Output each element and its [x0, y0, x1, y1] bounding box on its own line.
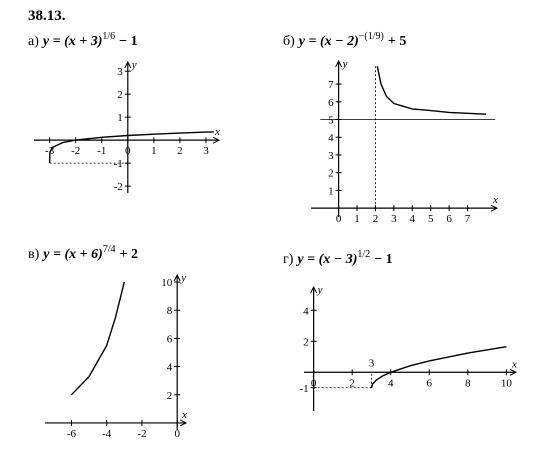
x-axis-label: x [181, 409, 187, 421]
title-tail: + 5 [388, 34, 406, 49]
curve [376, 66, 487, 115]
x-tick-label: -4 [102, 428, 112, 440]
y-arrow [335, 59, 343, 68]
title-exponent: −(1/9) [359, 31, 384, 42]
x-arrow [509, 368, 518, 376]
y-tick-label: 3 [117, 66, 123, 78]
chart-title: б) y = (x − 2)−(1/9) + 5 [283, 31, 406, 49]
x-tick-label: 6 [446, 213, 452, 225]
x-tick-label: -2 [137, 428, 146, 440]
title-label: в) [28, 247, 40, 262]
title-formula: y = (x + 3) [41, 34, 103, 49]
y-axis-label: y [342, 58, 348, 70]
y-tick-label: 7 [328, 79, 334, 91]
y-tick-label: 1 [117, 112, 123, 124]
x-tick-label: 6 [427, 377, 433, 389]
y-tick-label: 10 [161, 277, 173, 289]
y-tick-label: 4 [303, 305, 309, 317]
y-tick-label: 2 [117, 89, 123, 101]
chart-title: г) y = (x − 3)1/2 − 1 [283, 249, 393, 267]
x-tick-label: -6 [67, 428, 77, 440]
y-tick-label: -2 [114, 181, 123, 193]
chart-title: а) y = (x + 3)1/6 − 1 [28, 31, 138, 49]
problem-number: 38.13. [28, 8, 66, 24]
x-tick-label: 0 [336, 213, 342, 225]
y-axis-label: y [131, 59, 137, 71]
title-exponent: 1/2 [357, 249, 370, 260]
x-tick-label: 2 [373, 213, 379, 225]
chart-title: в) y = (x + 6)7/4 + 2 [28, 244, 138, 262]
curve [48, 131, 214, 164]
x-tick-label: 0 [311, 377, 317, 389]
y-tick-label: 4 [167, 362, 173, 374]
curve [370, 346, 507, 388]
x-tick-label: 5 [428, 213, 434, 225]
x-tick-label: 8 [465, 377, 471, 389]
title-formula: y = (x − 3) [295, 252, 357, 267]
x-tick-label: 2 [177, 145, 183, 157]
y-tick-label: 5 [328, 115, 334, 127]
y-tick-label: 1 [328, 185, 334, 197]
x-tick-label: 2 [349, 377, 355, 389]
x-tick-label: 3 [391, 213, 397, 225]
x-tick-label: 1 [354, 213, 360, 225]
x-tick-label: 0 [174, 428, 180, 440]
x-axis-label: x [492, 194, 498, 206]
annotation: 3 [369, 357, 375, 369]
title-exponent: 7/4 [103, 244, 116, 255]
y-tick-label: 3 [328, 150, 334, 162]
x-tick-label: -2 [71, 145, 80, 157]
y-tick-label: 4 [328, 132, 334, 144]
x-arrow [212, 136, 221, 144]
x-arrow [179, 419, 188, 427]
title-tail: − 1 [374, 252, 392, 267]
y-arrow [173, 273, 181, 282]
title-tail: + 2 [120, 247, 138, 262]
title-label: а) [28, 34, 39, 49]
x-axis-label: x [214, 126, 220, 138]
x-tick-label: 1 [151, 145, 157, 157]
x-tick-label: 4 [388, 377, 394, 389]
y-tick-label: 2 [303, 336, 309, 348]
y-tick-label: 2 [328, 168, 334, 180]
x-tick-label: -1 [97, 145, 106, 157]
title-formula: y = (x − 2) [297, 34, 359, 49]
curve [70, 281, 125, 396]
y-axis-label: y [317, 284, 323, 296]
y-tick-label: -1 [114, 158, 123, 170]
y-arrow [124, 60, 132, 69]
title-tail: − 1 [119, 34, 137, 49]
x-arrow [490, 204, 499, 212]
y-tick-label: 6 [167, 333, 173, 345]
y-tick-label: 8 [167, 305, 173, 317]
x-tick-label: 10 [501, 377, 513, 389]
x-axis-label: x [511, 358, 517, 370]
x-tick-label: 7 [465, 213, 471, 225]
y-tick-label: 2 [167, 390, 173, 402]
title-label: б) [283, 34, 295, 49]
x-tick-label: 0 [125, 145, 131, 157]
y-tick-label: -1 [299, 383, 308, 395]
x-tick-label: 3 [203, 145, 209, 157]
title-exponent: 1/6 [102, 31, 115, 42]
y-tick-label: 6 [328, 97, 334, 109]
y-arrow [310, 285, 318, 294]
x-tick-label: 4 [410, 213, 416, 225]
y-axis-label: y [180, 272, 186, 284]
title-label: г) [283, 252, 294, 267]
title-formula: y = (x + 6) [41, 247, 103, 262]
